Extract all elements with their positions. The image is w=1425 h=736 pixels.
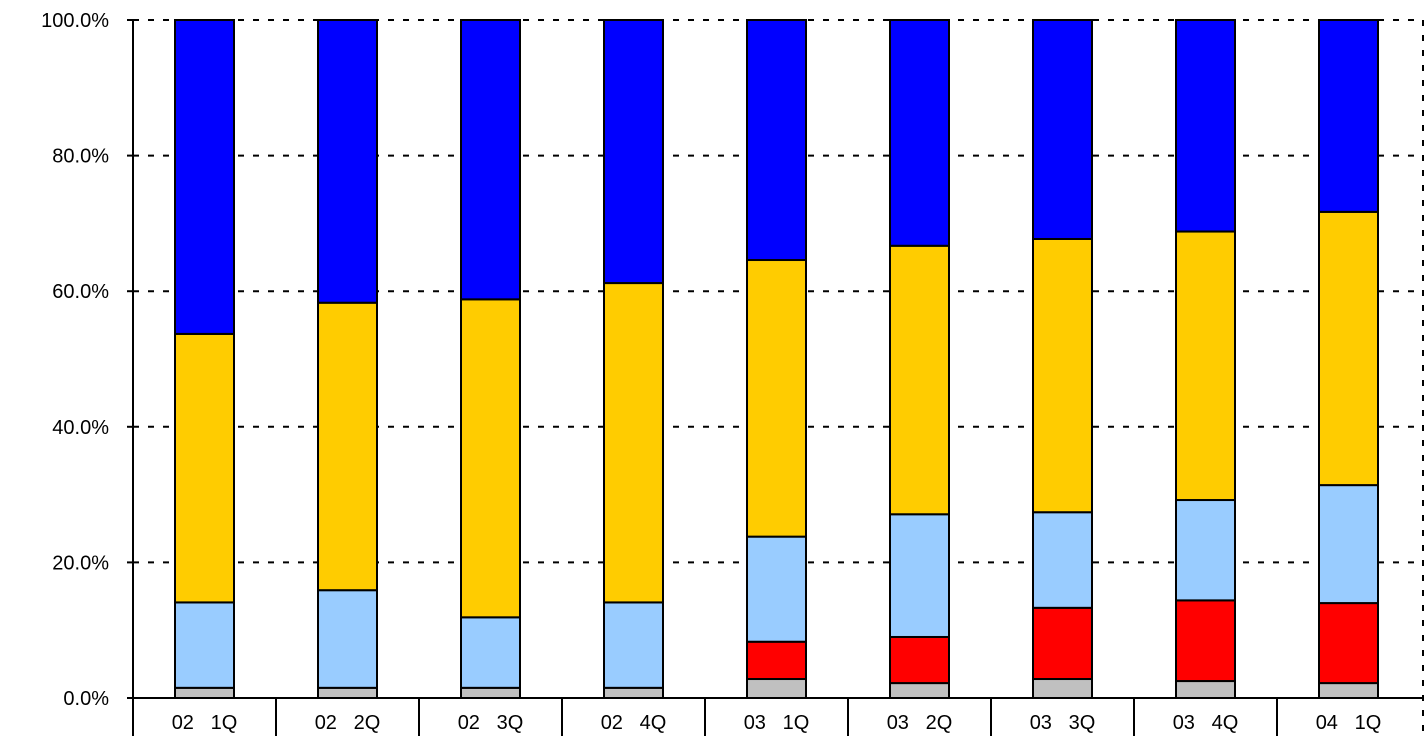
bar-segment-8-1 xyxy=(1318,602,1379,685)
bar-segment-7-1 xyxy=(1175,599,1236,683)
bar-segment-6-3 xyxy=(1032,237,1093,514)
bar-segment-8-2 xyxy=(1318,484,1379,605)
y-tick-label-3: 60.0% xyxy=(52,281,109,303)
bar-segment-3-4 xyxy=(603,19,664,285)
x-tick-label-8: 04 1Q xyxy=(1316,712,1382,734)
bar-segment-3-2 xyxy=(603,601,664,689)
bar-segment-4-3 xyxy=(746,259,807,538)
x-tick-label-2: 02 3Q xyxy=(458,712,524,734)
bar-segment-7-2 xyxy=(1175,499,1236,602)
bar-segment-8-3 xyxy=(1318,210,1379,487)
bar-segment-2-4 xyxy=(460,19,521,301)
bar-segment-1-2 xyxy=(317,589,378,689)
bar-segment-1-3 xyxy=(317,301,378,592)
bar-segment-8-4 xyxy=(1318,19,1379,213)
bar-segment-2-0 xyxy=(460,686,521,700)
bar-segment-7-0 xyxy=(1175,680,1236,699)
bar-segment-0-4 xyxy=(174,19,235,335)
bar-segment-4-2 xyxy=(746,535,807,643)
bar-segment-4-1 xyxy=(746,640,807,681)
bar-segment-7-4 xyxy=(1175,19,1236,233)
bar-segment-5-1 xyxy=(889,635,950,685)
bar-segment-8-0 xyxy=(1318,682,1379,699)
bar-segment-3-0 xyxy=(603,686,664,700)
x-tick-label-1: 02 2Q xyxy=(315,712,381,734)
bar-segment-6-1 xyxy=(1032,606,1093,681)
bar-segment-5-4 xyxy=(889,19,950,247)
axes xyxy=(127,19,1424,736)
bar-segment-6-0 xyxy=(1032,678,1093,699)
x-tick-label-5: 03 2Q xyxy=(887,712,953,734)
x-tick-label-0: 02 1Q xyxy=(172,712,238,734)
y-tick-label-1: 20.0% xyxy=(52,552,109,574)
y-tick-label-5: 100.0% xyxy=(41,10,109,32)
x-tick-label-4: 03 1Q xyxy=(744,712,810,734)
bar-segment-0-0 xyxy=(174,686,235,700)
bar-segment-5-0 xyxy=(889,682,950,699)
bar-segment-5-3 xyxy=(889,244,950,516)
bar-segment-4-0 xyxy=(746,678,807,699)
bar-segment-5-2 xyxy=(889,513,950,638)
labels: 0.0% 20.0% 40.0% 60.0% 80.0% 100.0% 02 1Q 02 2Q… xyxy=(41,10,1381,734)
y-tick-label-2: 40.0% xyxy=(52,417,109,439)
bar-segment-0-3 xyxy=(174,332,235,604)
x-tick-label-7: 03 4Q xyxy=(1173,712,1239,734)
bar-segment-4-4 xyxy=(746,19,807,262)
x-tick-label-6: 03 3Q xyxy=(1030,712,1096,734)
y-tick-label-4: 80.0% xyxy=(52,146,109,168)
bar-segment-6-2 xyxy=(1032,511,1093,609)
bar-segment-1-0 xyxy=(317,686,378,700)
y-tick-label-0: 0.0% xyxy=(63,688,109,710)
bar-segment-6-4 xyxy=(1032,19,1093,240)
bar-segment-1-4 xyxy=(317,19,378,304)
bar-segment-2-2 xyxy=(460,616,521,689)
bar-segment-0-2 xyxy=(174,601,235,689)
bar-segment-3-3 xyxy=(603,282,664,604)
x-tick-label-3: 02 4Q xyxy=(601,712,667,734)
bar-segment-7-3 xyxy=(1175,230,1236,502)
bars xyxy=(174,19,1379,700)
bar-segment-2-3 xyxy=(460,298,521,619)
